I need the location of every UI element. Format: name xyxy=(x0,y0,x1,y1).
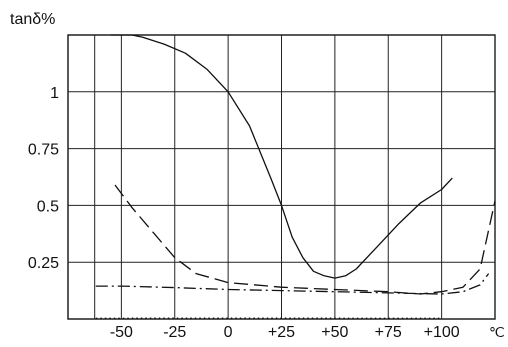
y-axis-label: tanδ% xyxy=(10,11,55,28)
x-tick-labels: -50 -25 0 +25 +50 +75 +100 xyxy=(110,324,460,341)
series-line-2 xyxy=(114,184,496,295)
x-tick-label-6: +75 xyxy=(375,324,402,341)
series-line-3 xyxy=(95,273,490,295)
y-tick-label-1: 0.5 xyxy=(37,198,59,215)
y-tick-label-2: 0.75 xyxy=(28,142,59,159)
y-tick-label-3: 1 xyxy=(50,85,59,102)
series-layer xyxy=(95,34,496,319)
x-tick-label-7: +100 xyxy=(424,324,460,341)
x-tick-label-3: 0 xyxy=(224,324,233,341)
x-tick-label-5: +50 xyxy=(321,324,348,341)
y-tick-label-0: 0.25 xyxy=(28,255,59,272)
x-axis-unit: ℃ xyxy=(489,324,505,340)
grid xyxy=(68,35,496,319)
x-tick-label-4: +25 xyxy=(268,324,295,341)
y-tick-labels: 0.25 0.5 0.75 1 xyxy=(28,85,59,272)
x-tick-label-2: -25 xyxy=(163,324,186,341)
x-tick-label-1: -50 xyxy=(110,324,133,341)
series-line-1 xyxy=(110,34,453,279)
